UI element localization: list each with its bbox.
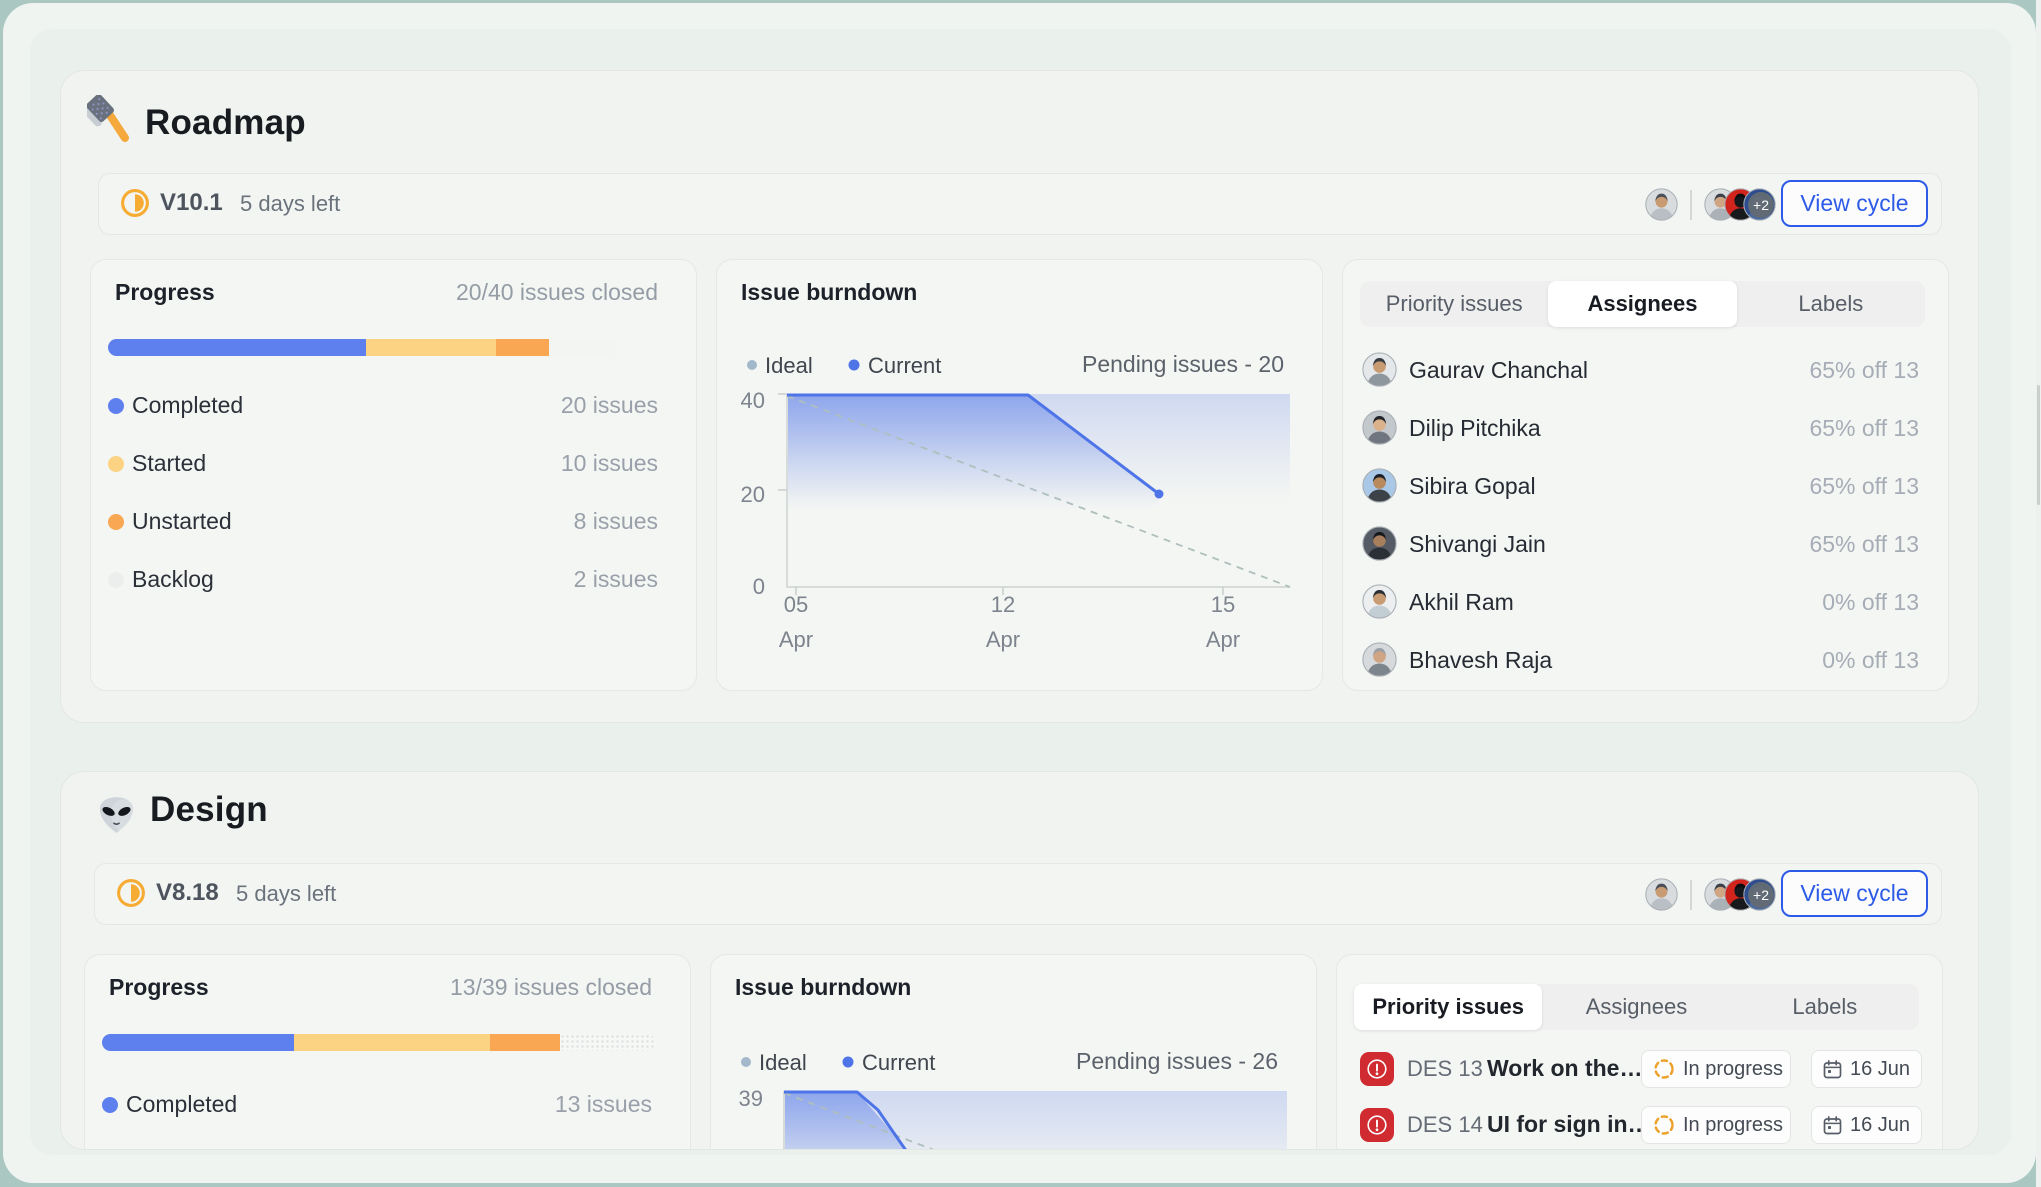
svg-text:12: 12 <box>991 592 1015 617</box>
svg-text:Current: Current <box>862 1050 935 1075</box>
svg-text:39: 39 <box>739 1086 763 1111</box>
svg-text:40: 40 <box>741 388 765 413</box>
svg-text:Apr: Apr <box>986 627 1020 652</box>
svg-text:0: 0 <box>753 574 765 599</box>
svg-text:Apr: Apr <box>1206 627 1240 652</box>
svg-text:Current: Current <box>868 353 941 378</box>
svg-text:15: 15 <box>1211 592 1235 617</box>
svg-text:20: 20 <box>741 482 765 507</box>
svg-text:Apr: Apr <box>779 627 813 652</box>
svg-text:05: 05 <box>784 592 808 617</box>
svg-text:Ideal: Ideal <box>765 353 813 378</box>
svg-text:Ideal: Ideal <box>759 1050 807 1075</box>
